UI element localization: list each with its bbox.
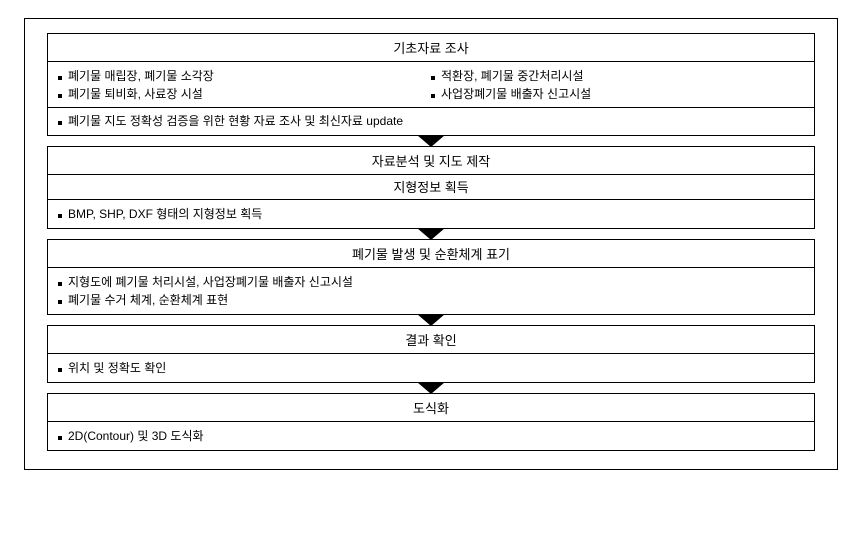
bullet-text: 폐기물 지도 정확성 검증을 위한 현황 자료 조사 및 최신자료 update <box>68 112 403 130</box>
bullet-icon <box>58 94 62 98</box>
bullet-text: 2D(Contour) 및 3D 도식화 <box>68 427 204 445</box>
section1-title: 기초자료 조사 <box>47 33 815 62</box>
arrow-down-icon <box>417 314 445 326</box>
sub1-title: 지형정보 획득 <box>47 174 815 200</box>
bullet-icon <box>58 368 62 372</box>
sub-result-check: 결과 확인 위치 및 정확도 확인 <box>47 325 815 383</box>
sub-schematization: 도식화 2D(Contour) 및 3D 도식화 <box>47 393 815 451</box>
bullet-item: 폐기물 퇴비화, 사료장 시설 <box>58 85 431 103</box>
bullet-text: 적환장, 폐기물 중간처리시설 <box>441 67 583 85</box>
bullet-item: 폐기물 매립장, 폐기물 소각장 <box>58 67 431 85</box>
sub1-body: BMP, SHP, DXF 형태의 지형정보 획득 <box>47 200 815 229</box>
divider <box>48 107 814 108</box>
bullet-item: 지형도에 폐기물 처리시설, 사업장폐기물 배출자 신고시설 <box>58 273 804 291</box>
arrow-down-icon <box>417 228 445 240</box>
sub3-title: 결과 확인 <box>47 325 815 354</box>
sub2-title: 폐기물 발생 및 순환체계 표기 <box>47 239 815 268</box>
sub2-body: 지형도에 폐기물 처리시설, 사업장폐기물 배출자 신고시설 폐기물 수거 체계… <box>47 268 815 315</box>
diagram-frame: 기초자료 조사 폐기물 매립장, 폐기물 소각장 폐기물 퇴비화, 사료장 시설 <box>24 18 838 470</box>
bullet-text: 폐기물 퇴비화, 사료장 시설 <box>68 85 203 103</box>
bullet-item: 위치 및 정확도 확인 <box>58 359 804 377</box>
sub4-title: 도식화 <box>47 393 815 422</box>
bullet-item: 2D(Contour) 및 3D 도식화 <box>58 427 804 445</box>
sub-waste-marking: 폐기물 발생 및 순환체계 표기 지형도에 폐기물 처리시설, 사업장폐기물 배… <box>47 239 815 315</box>
bullet-icon <box>58 436 62 440</box>
bullet-item: 적환장, 폐기물 중간처리시설 <box>431 67 804 85</box>
section1-body: 폐기물 매립장, 폐기물 소각장 폐기물 퇴비화, 사료장 시설 적환장, 폐기… <box>47 62 815 136</box>
bullet-text: 폐기물 수거 체계, 순환체계 표현 <box>68 291 228 309</box>
bullet-item: 폐기물 지도 정확성 검증을 위한 현황 자료 조사 및 최신자료 update <box>58 112 804 130</box>
bullet-item: BMP, SHP, DXF 형태의 지형정보 획득 <box>58 205 804 223</box>
bullet-icon <box>58 282 62 286</box>
bullet-icon <box>431 94 435 98</box>
sub4-body: 2D(Contour) 및 3D 도식화 <box>47 422 815 451</box>
bullet-text: 위치 및 정확도 확인 <box>68 359 166 377</box>
section-analysis-mapping: 자료분석 및 지도 제작 지형정보 획득 BMP, SHP, DXF 형태의 지… <box>47 146 815 451</box>
bullet-text: BMP, SHP, DXF 형태의 지형정보 획득 <box>68 205 262 223</box>
bullet-item: 폐기물 수거 체계, 순환체계 표현 <box>58 291 804 309</box>
section-basic-survey: 기초자료 조사 폐기물 매립장, 폐기물 소각장 폐기물 퇴비화, 사료장 시설 <box>47 33 815 136</box>
bullet-text: 폐기물 매립장, 폐기물 소각장 <box>68 67 214 85</box>
section1-right-col: 적환장, 폐기물 중간처리시설 사업장폐기물 배출자 신고시설 <box>431 67 804 103</box>
bullet-icon <box>58 300 62 304</box>
bullet-item: 사업장폐기물 배출자 신고시설 <box>431 85 804 103</box>
bullet-icon <box>58 76 62 80</box>
bullet-text: 지형도에 폐기물 처리시설, 사업장폐기물 배출자 신고시설 <box>68 273 353 291</box>
section1-two-col: 폐기물 매립장, 폐기물 소각장 폐기물 퇴비화, 사료장 시설 적환장, 폐기… <box>58 67 804 103</box>
section1-left-col: 폐기물 매립장, 폐기물 소각장 폐기물 퇴비화, 사료장 시설 <box>58 67 431 103</box>
bullet-icon <box>58 121 62 125</box>
sub3-body: 위치 및 정확도 확인 <box>47 354 815 383</box>
bullet-text: 사업장폐기물 배출자 신고시설 <box>441 85 591 103</box>
sub-terrain-info: 지형정보 획득 BMP, SHP, DXF 형태의 지형정보 획득 <box>47 174 815 229</box>
arrow-down-icon <box>417 135 445 147</box>
bullet-icon <box>58 214 62 218</box>
arrow-down-icon <box>417 382 445 394</box>
bullet-icon <box>431 76 435 80</box>
section2-title: 자료분석 및 지도 제작 <box>47 146 815 175</box>
